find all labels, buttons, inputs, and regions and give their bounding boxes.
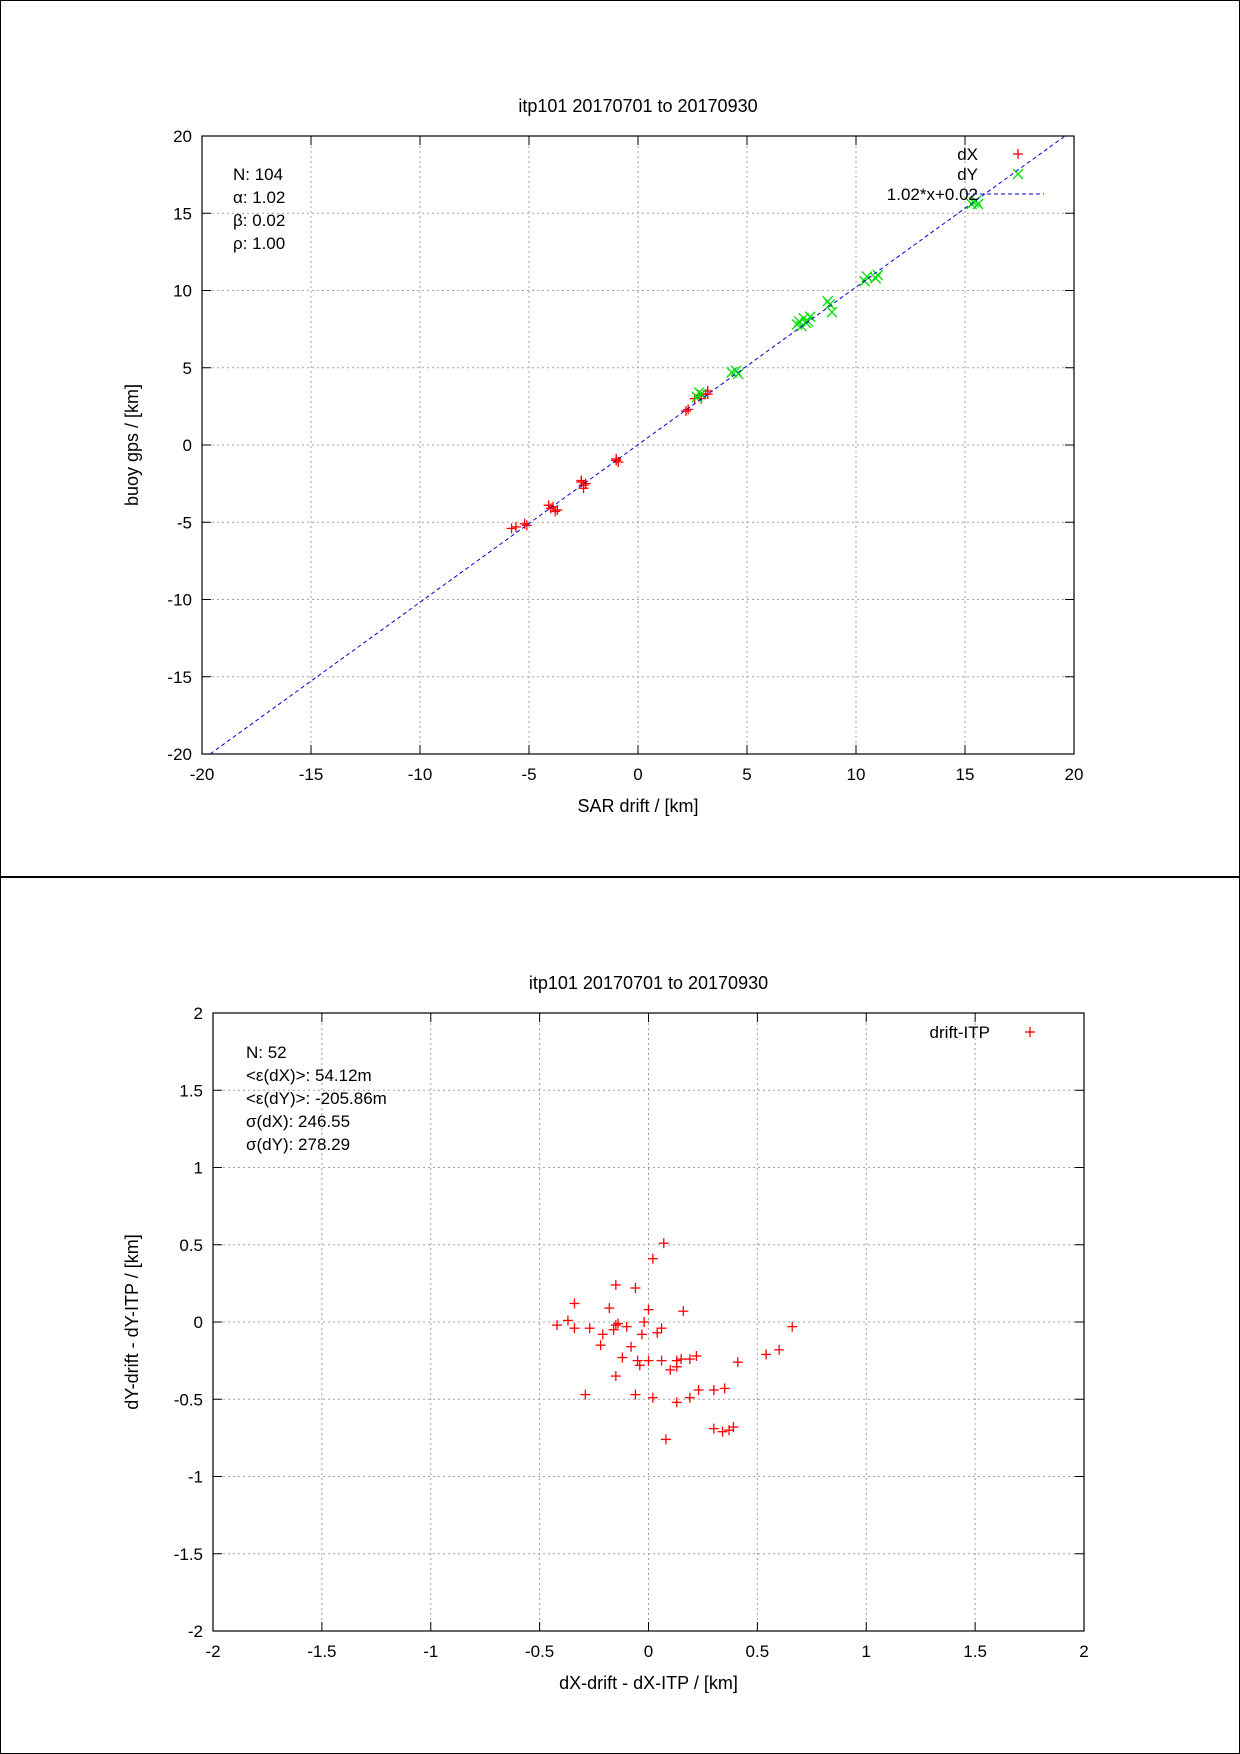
y-tick-label: 1 xyxy=(194,1159,203,1178)
y-tick-label: -20 xyxy=(167,745,192,764)
legend-label: drift-ITP xyxy=(930,1023,990,1042)
stat-line: σ(dX): 246.55 xyxy=(246,1112,350,1131)
y-tick-label: 0 xyxy=(194,1313,203,1332)
x-axis-label: SAR drift / [km] xyxy=(577,796,698,816)
x-tick-label: 0.5 xyxy=(746,1642,770,1661)
point-b xyxy=(824,298,836,310)
x-axis-label: dX-drift - dX-ITP / [km] xyxy=(559,1673,738,1693)
y-tick-label: -2 xyxy=(188,1622,203,1641)
y-tick-label: 0.5 xyxy=(179,1236,203,1255)
point-b xyxy=(872,269,884,281)
chart-2: -2 -1.5 -1 -0.5 0 0.5 1 1.5 2 -2 -1.5 -1 -0.5 0 0.5 1 1.… xyxy=(122,973,1089,1693)
plot-frame xyxy=(201,135,1075,755)
chart-title: itp101 20170701 to 20170930 xyxy=(518,96,757,116)
x-tick-label: 5 xyxy=(742,765,751,784)
x-tick-label: 2 xyxy=(1079,1642,1088,1661)
point-b xyxy=(972,198,984,210)
grid-lines xyxy=(213,1013,1084,1631)
x-tick-label: 0 xyxy=(644,1642,653,1661)
series-drift-ITP xyxy=(552,1238,798,1445)
point-b xyxy=(798,312,810,324)
y-tick-label: 0 xyxy=(183,436,192,455)
plot-frame xyxy=(212,1012,1085,1632)
point-b xyxy=(695,388,707,400)
point-b xyxy=(826,306,838,318)
y-tick-label: 10 xyxy=(173,282,192,301)
x-tick-label: 15 xyxy=(956,765,975,784)
stat-line: α: 1.02 xyxy=(233,188,285,207)
stat-line: <ε(dX)>: 54.12m xyxy=(246,1066,372,1085)
y-tick-label: -1 xyxy=(188,1468,203,1487)
y-tick-label: -0.5 xyxy=(174,1390,203,1409)
x-tick-label: -1 xyxy=(423,1642,438,1661)
x-tick-label: 10 xyxy=(847,765,866,784)
fit-line xyxy=(209,135,1066,755)
grid-lines xyxy=(202,136,1074,754)
y-tick-label: 5 xyxy=(183,359,192,378)
y-tick-label: -5 xyxy=(177,513,192,532)
x-tick-label: 1.5 xyxy=(963,1642,987,1661)
legend-sample-b xyxy=(1012,168,1024,180)
x-tick-label: 1 xyxy=(862,1642,871,1661)
panel-divider xyxy=(0,876,1240,878)
x-tick-label: -0.5 xyxy=(525,1642,554,1661)
legend-label: dY xyxy=(957,165,978,184)
x-tick-label: -15 xyxy=(299,765,324,784)
x-tick-label: -20 xyxy=(190,765,215,784)
point-b xyxy=(732,368,744,380)
stat-line: σ(dY): 278.29 xyxy=(246,1135,350,1154)
x-tick-label: 20 xyxy=(1065,765,1084,784)
chart-1: -20 -15 -10 -5 0 5 10 15 20 -20 -15 -10 -5 0 5 10 15 20 dX… xyxy=(122,96,1083,816)
y-axis-label: buoy gps / [km] xyxy=(122,384,142,506)
stat-line: <ε(dY)>: -205.86m xyxy=(246,1089,387,1108)
y-tick-label: 20 xyxy=(173,127,192,146)
series-dX xyxy=(506,385,713,534)
stat-line: N: 52 xyxy=(246,1043,287,1062)
y-tick-label: -15 xyxy=(167,668,192,687)
point-b xyxy=(861,271,873,283)
x-tick-label: 0 xyxy=(633,765,642,784)
x-tick-label: -2 xyxy=(205,1642,220,1661)
series-dY xyxy=(691,195,984,403)
y-tick-label: 2 xyxy=(194,1004,203,1023)
y-tick-label: 1.5 xyxy=(179,1081,203,1100)
stat-line: β: 0.02 xyxy=(233,211,285,230)
y-tick-label: 15 xyxy=(173,204,192,223)
series-1.02*x+0.02 xyxy=(209,135,1066,755)
legend-label: 1.02*x+0.02 xyxy=(887,185,978,204)
x-tick-label: -1.5 xyxy=(307,1642,336,1661)
stat-line: ρ: 1.00 xyxy=(233,234,285,253)
y-axis-label: dY-drift - dY-ITP / [km] xyxy=(122,1234,142,1409)
chart-title: itp101 20170701 to 20170930 xyxy=(529,973,768,993)
stat-line: N: 104 xyxy=(233,165,283,184)
y-tick-label: -1.5 xyxy=(174,1545,203,1564)
x-tick-label: -10 xyxy=(408,765,433,784)
x-tick-label: -5 xyxy=(521,765,536,784)
y-tick-label: -10 xyxy=(167,591,192,610)
legend-label: dX xyxy=(957,145,978,164)
